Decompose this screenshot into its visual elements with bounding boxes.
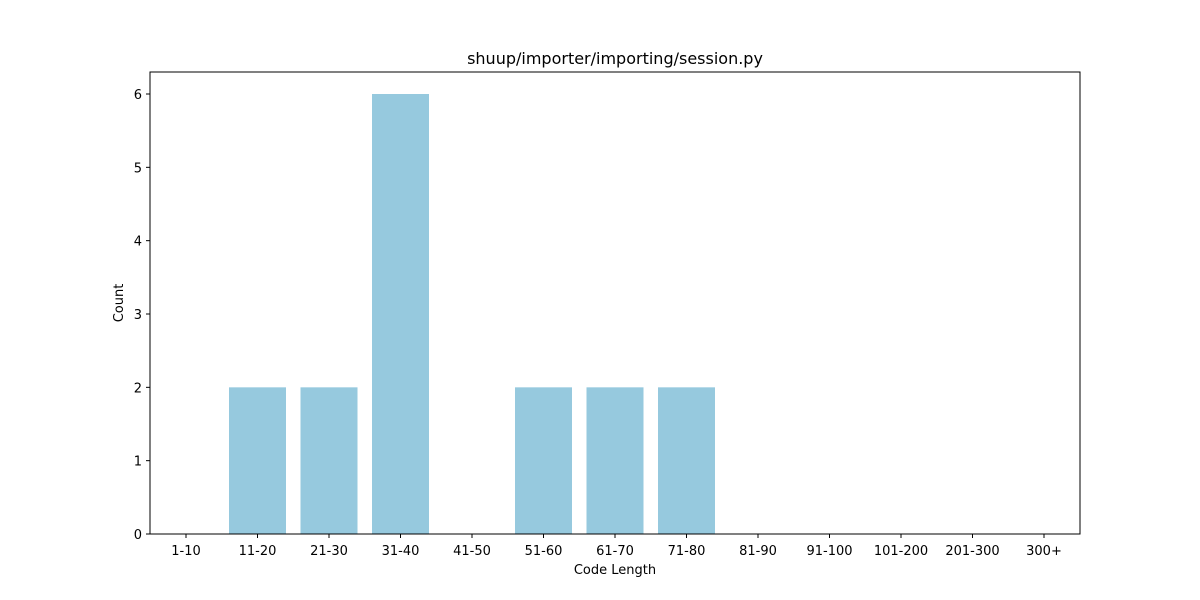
bar-31-40 (372, 94, 429, 534)
y-tick-label: 5 (134, 161, 142, 176)
y-tick-label: 6 (134, 88, 142, 103)
x-tick-label: 81-90 (739, 544, 777, 559)
x-tick-label: 61-70 (596, 544, 634, 559)
y-tick-label: 2 (134, 381, 142, 396)
bar-51-60 (515, 387, 572, 534)
y-tick-label: 4 (134, 235, 142, 250)
x-tick-label: 21-30 (310, 544, 348, 559)
bar-21-30 (300, 387, 358, 534)
x-tick-label: 11-20 (239, 544, 277, 559)
y-axis: 0 1 2 3 4 5 6 (134, 88, 150, 543)
x-tick-label: 101-200 (874, 544, 928, 559)
x-axis-label: Code Length (574, 563, 656, 578)
x-tick-label: 51-60 (525, 544, 563, 559)
y-tick-label: 3 (134, 308, 142, 323)
x-tick-label: 1-10 (171, 544, 201, 559)
y-tick-label: 0 (134, 528, 142, 543)
chart-title: shuup/importer/importing/session.py (467, 49, 763, 68)
bars-layer (229, 94, 715, 534)
x-tick-label: 71-80 (668, 544, 706, 559)
x-tick-label: 91-100 (806, 544, 852, 559)
y-axis-label: Count (112, 284, 127, 323)
x-tick-label: 300+ (1026, 544, 1062, 559)
x-tick-label: 31-40 (382, 544, 420, 559)
bar-71-80 (658, 387, 715, 534)
bar-61-70 (586, 387, 644, 534)
x-tick-label: 41-50 (453, 544, 491, 559)
x-axis: 1-10 11-20 21-30 31-40 41-50 51-60 61-70 71-80 8… (171, 534, 1062, 559)
x-tick-label: 201-300 (945, 544, 999, 559)
bar-11-20 (229, 387, 286, 534)
y-tick-label: 1 (134, 455, 142, 470)
